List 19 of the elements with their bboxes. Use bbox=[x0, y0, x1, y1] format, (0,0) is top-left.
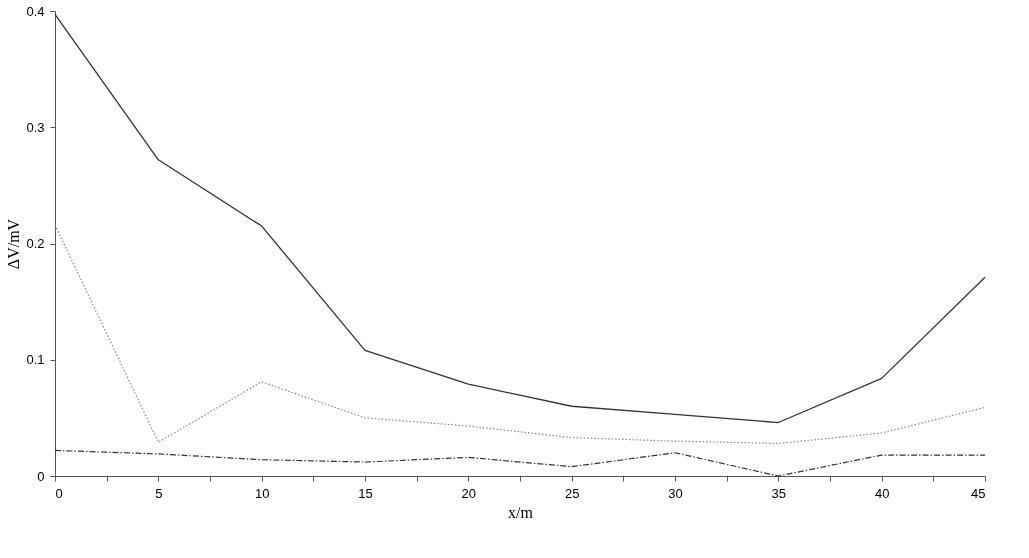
x-tick-label: 45 bbox=[971, 485, 986, 501]
x-tick-label: 40 bbox=[874, 485, 890, 501]
y-tick-label: 0.1 bbox=[26, 352, 45, 368]
x-tick-label: 25 bbox=[564, 485, 580, 501]
x-tick-label: 10 bbox=[254, 485, 270, 501]
x-tick-label: 20 bbox=[461, 485, 477, 501]
y-axis-title: ΔV/mV bbox=[5, 218, 23, 270]
x-tick-label: 15 bbox=[358, 485, 373, 501]
x-tick-label: 0 bbox=[55, 485, 63, 501]
y-tick-label: 0 bbox=[37, 468, 45, 484]
y-tick-label: 0.2 bbox=[26, 236, 45, 251]
x-tick-label: 35 bbox=[771, 485, 787, 501]
y-tick-label: 0.3 bbox=[26, 119, 45, 135]
y-tick-label: 0.4 bbox=[26, 3, 45, 19]
line-series bbox=[54, 224, 986, 445]
x-tick-label: 5 bbox=[155, 485, 163, 501]
line-series bbox=[54, 13, 986, 424]
x-axis-title: x/m bbox=[508, 503, 534, 521]
x-tick-label: 30 bbox=[668, 485, 683, 501]
